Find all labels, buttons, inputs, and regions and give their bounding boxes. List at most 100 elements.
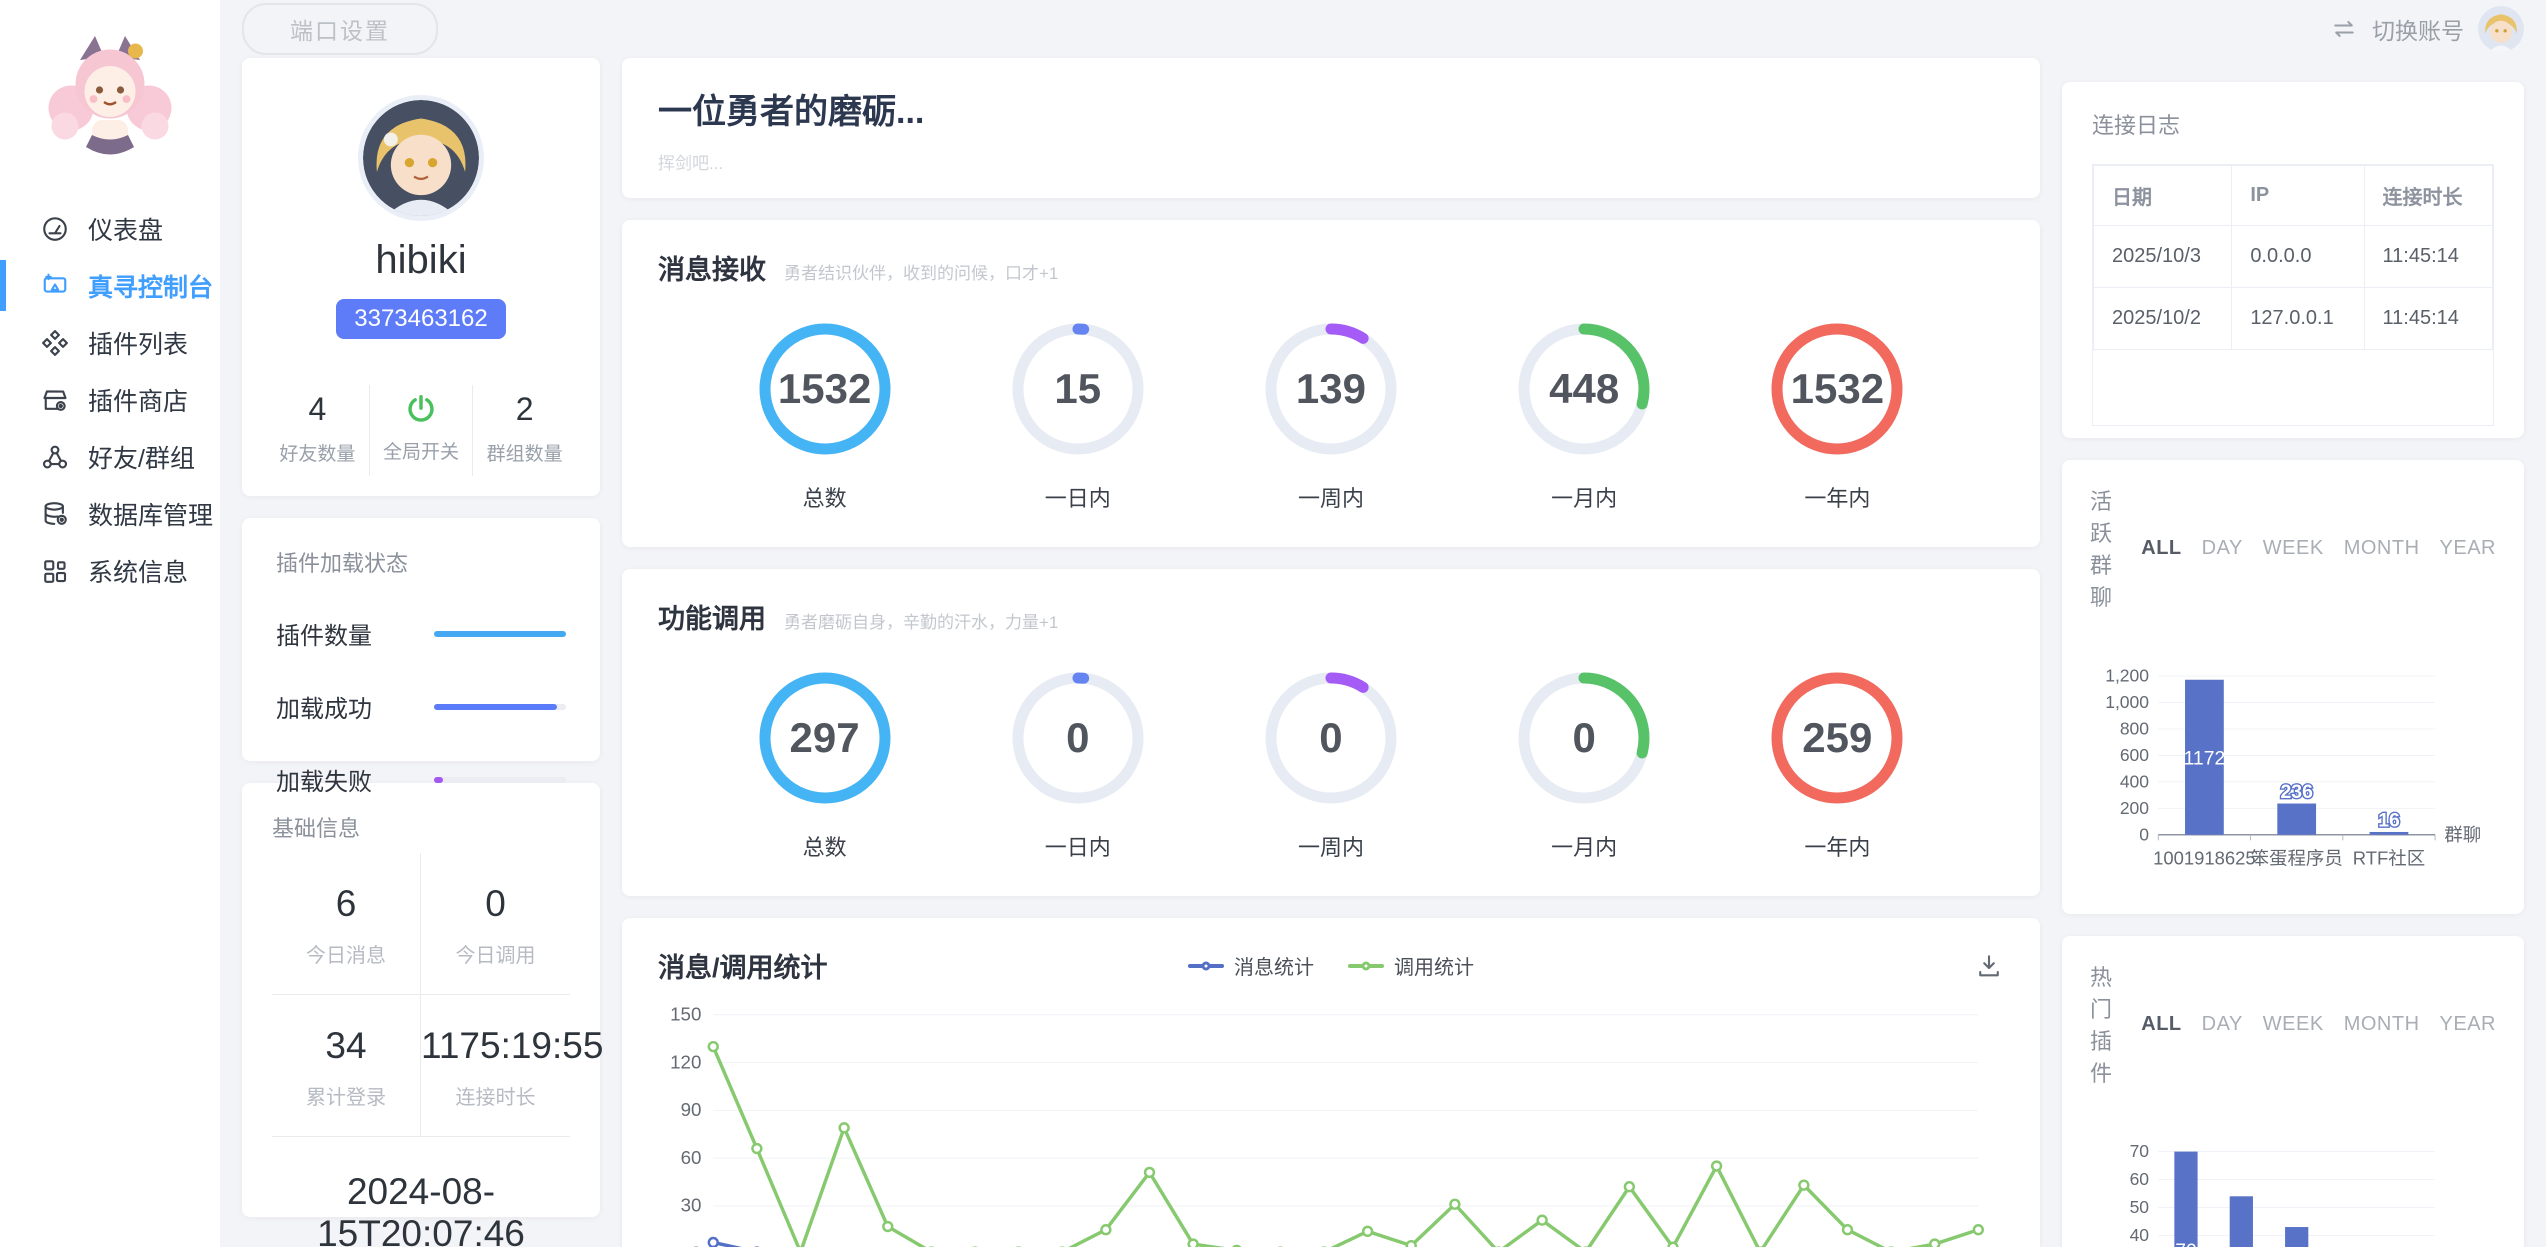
svg-text:笨蛋程序员: 笨蛋程序员 <box>2251 847 2343 868</box>
dashboard-icon <box>40 214 70 244</box>
connect-log-table: 日期 IP 连接时长 2025/10/3 0.0.0.0 11:45:14 2025/10/… <box>2093 165 2493 350</box>
topbar-avatar[interactable] <box>2478 6 2524 52</box>
sidebar-item-friends-groups[interactable]: 好友/群组 <box>0 428 220 485</box>
stat-ring-一周内: 139 一周内 <box>1263 321 1399 513</box>
tab-all[interactable]: ALL <box>2141 536 2182 559</box>
svg-text:600: 600 <box>2120 745 2149 765</box>
svg-text:60: 60 <box>2130 1169 2150 1189</box>
active-groups-card: 活跃群聊 ALL DAY WEEK MONTH YEAR 0 200 400 600 800 1,… <box>2062 460 2524 914</box>
call-stats-rings: 297 总数 0 一日内 0 一周内 0 一月内 259 一年内 <box>658 670 2004 862</box>
stat-value: 4 <box>308 391 327 427</box>
svg-text:150: 150 <box>670 1004 701 1025</box>
account-switcher: 切换账号 <box>2330 6 2524 52</box>
profile-avatar <box>363 100 479 216</box>
svg-text:90: 90 <box>681 1099 702 1120</box>
sidebar-item-system-info[interactable]: 系统信息 <box>0 542 220 599</box>
tab-month[interactable]: MONTH <box>2343 536 2420 559</box>
svg-text:70: 70 <box>2175 1240 2197 1247</box>
svg-text:1001918625: 1001918625 <box>2153 847 2256 868</box>
svg-text:1,000: 1,000 <box>2105 692 2149 712</box>
hero-subtitle: 挥剑吧... <box>658 154 724 173</box>
sidebar-item-label: 插件商店 <box>88 387 189 416</box>
svg-text:50: 50 <box>2130 1197 2150 1217</box>
basic-info-title: 基础信息 <box>272 816 361 841</box>
sidebar-item-label: 数据库管理 <box>88 501 214 530</box>
tab-day[interactable]: DAY <box>2201 536 2243 559</box>
profile-stat-群组数量: 2 群组数量 <box>472 385 576 476</box>
content: hibiki 3373463162 4 好友数量 全局开关 2 群组数量 插件加载状态 … <box>242 58 2524 1247</box>
switch-account-label[interactable]: 切换账号 <box>2372 18 2464 44</box>
plugin-row-label: 插件数量 <box>276 623 372 650</box>
download-icon[interactable] <box>1974 951 2004 981</box>
hero-card: 一位勇者的磨砺... 挥剑吧... <box>622 58 2040 198</box>
trend-line-chart: 030609012015009-0409-0609-0809-1009-1209… <box>670 1004 1985 1247</box>
sidebar-item-label: 系统信息 <box>88 558 189 587</box>
hot-plugins-chart: 01020304050607070戳一戳54俄罗斯轮盘43nonebot_plu… <box>2130 1141 2436 1247</box>
connect-date: 2024-08-15T20:07:46 连接日期 <box>272 1137 570 1247</box>
sidebar-item-console[interactable]: 真寻控制台 <box>0 257 220 314</box>
topbar: 端口设置 切换账号 <box>242 0 2524 58</box>
basic-info-累计登录: 34 累计登录 <box>272 995 421 1137</box>
svg-text:0: 0 <box>691 1243 701 1247</box>
profile-card: hibiki 3373463162 4 好友数量 全局开关 2 群组数量 <box>242 58 600 496</box>
port-settings-button[interactable]: 端口设置 <box>242 3 438 55</box>
profile-stats: 4 好友数量 全局开关 2 群组数量 <box>266 385 576 476</box>
message-stats-card: 消息接收 勇者结识伙伴，收到的问候，口才+1 1532 总数 15 一日内 139 一周内… <box>622 220 2040 547</box>
sidebar-item-dashboard[interactable]: 仪表盘 <box>0 200 220 257</box>
plugin-store-icon <box>40 385 70 415</box>
log-col-连接时长: 连接时长 <box>2363 165 2493 226</box>
power-icon[interactable] <box>403 391 439 427</box>
sidebar-item-plugin-list[interactable]: 插件列表 <box>0 314 220 371</box>
legend-调用统计[interactable]: 调用统计 <box>1348 951 1474 980</box>
plugin-status-row-加载成功: 加载成功 <box>276 689 566 724</box>
legend-消息统计[interactable]: 消息统计 <box>1188 951 1314 980</box>
svg-text:70: 70 <box>2130 1141 2150 1161</box>
svg-text:RTF社区: RTF社区 <box>2353 847 2425 868</box>
stat-label: 全局开关 <box>383 442 460 463</box>
log-row: 2025/10/2 127.0.0.1 11:45:14 <box>2093 287 2493 350</box>
connect-log-card: 连接日志 日期 IP 连接时长 2025/10/3 0.0.0.0 11:45:14 202… <box>2062 82 2524 438</box>
message-stats-title: 消息接收 <box>658 255 766 285</box>
tab-year[interactable]: YEAR <box>2439 1012 2496 1035</box>
plugin-row-progress <box>434 630 566 637</box>
basic-info-今日消息: 6 今日消息 <box>272 853 421 995</box>
basic-info-今日调用: 0 今日调用 <box>421 853 570 995</box>
left-column: hibiki 3373463162 4 好友数量 全局开关 2 群组数量 插件加载状态 … <box>242 58 603 1247</box>
middle-column: 一位勇者的磨砺... 挥剑吧... 消息接收 勇者结识伙伴，收到的问候，口才+1… <box>622 58 2040 1247</box>
sidebar-menu: 仪表盘真寻控制台 插件列表插件商店好友/群组数据库管理系统信息 <box>0 200 220 599</box>
stat-ring-一周内: 0 一周内 <box>1263 670 1399 862</box>
profile-stat-全局开关[interactable]: 全局开关 <box>368 385 473 476</box>
call-stats-subtitle: 勇者磨砺自身，辛勤的汗水，力量+1 <box>784 613 1059 632</box>
plugin-status-row-加载失败: 加载失败 <box>276 762 566 797</box>
tab-all[interactable]: ALL <box>2141 1012 2182 1035</box>
svg-text:200: 200 <box>2120 798 2149 818</box>
svg-text:120: 120 <box>670 1051 701 1072</box>
plugin-row-label: 加载失败 <box>276 769 372 796</box>
bot-uid-badge: 3373463162 <box>336 299 506 339</box>
svg-text:30: 30 <box>681 1195 702 1216</box>
swap-icon <box>2330 15 2358 43</box>
stat-label: 群组数量 <box>486 444 563 465</box>
active-groups-tabs: ALL DAY WEEK MONTH YEAR <box>2121 537 2496 560</box>
tab-week[interactable]: WEEK <box>2262 1012 2324 1035</box>
tab-week[interactable]: WEEK <box>2262 536 2324 559</box>
svg-text:群聊: 群聊 <box>2444 824 2481 845</box>
tab-month[interactable]: MONTH <box>2343 1012 2420 1035</box>
sidebar-item-database[interactable]: 数据库管理 <box>0 485 220 542</box>
sidebar-item-label: 仪表盘 <box>88 216 164 245</box>
svg-text:40: 40 <box>2130 1225 2150 1245</box>
stat-value: 2 <box>515 391 534 427</box>
sidebar-item-plugin-store[interactable]: 插件商店 <box>0 371 220 428</box>
plugin-status-row-插件数量: 插件数量 <box>276 616 566 651</box>
plugin-row-progress <box>434 703 566 710</box>
tab-day[interactable]: DAY <box>2201 1012 2243 1035</box>
tab-year[interactable]: YEAR <box>2439 536 2496 559</box>
svg-text:16: 16 <box>2378 809 2400 831</box>
database-icon <box>40 499 70 529</box>
active-groups-title: 活跃群聊 <box>2090 489 2113 610</box>
main-area: 端口设置 切换账号 <box>220 0 2546 1247</box>
basic-info-grid: 6 今日消息 0 今日调用 34 累计登录 1175:19:55 连接时长 <box>272 853 603 1137</box>
profile-stat-好友数量: 4 好友数量 <box>266 385 369 476</box>
svg-text:400: 400 <box>2120 771 2149 791</box>
stat-ring-一年内: 259 一年内 <box>1769 670 1905 862</box>
